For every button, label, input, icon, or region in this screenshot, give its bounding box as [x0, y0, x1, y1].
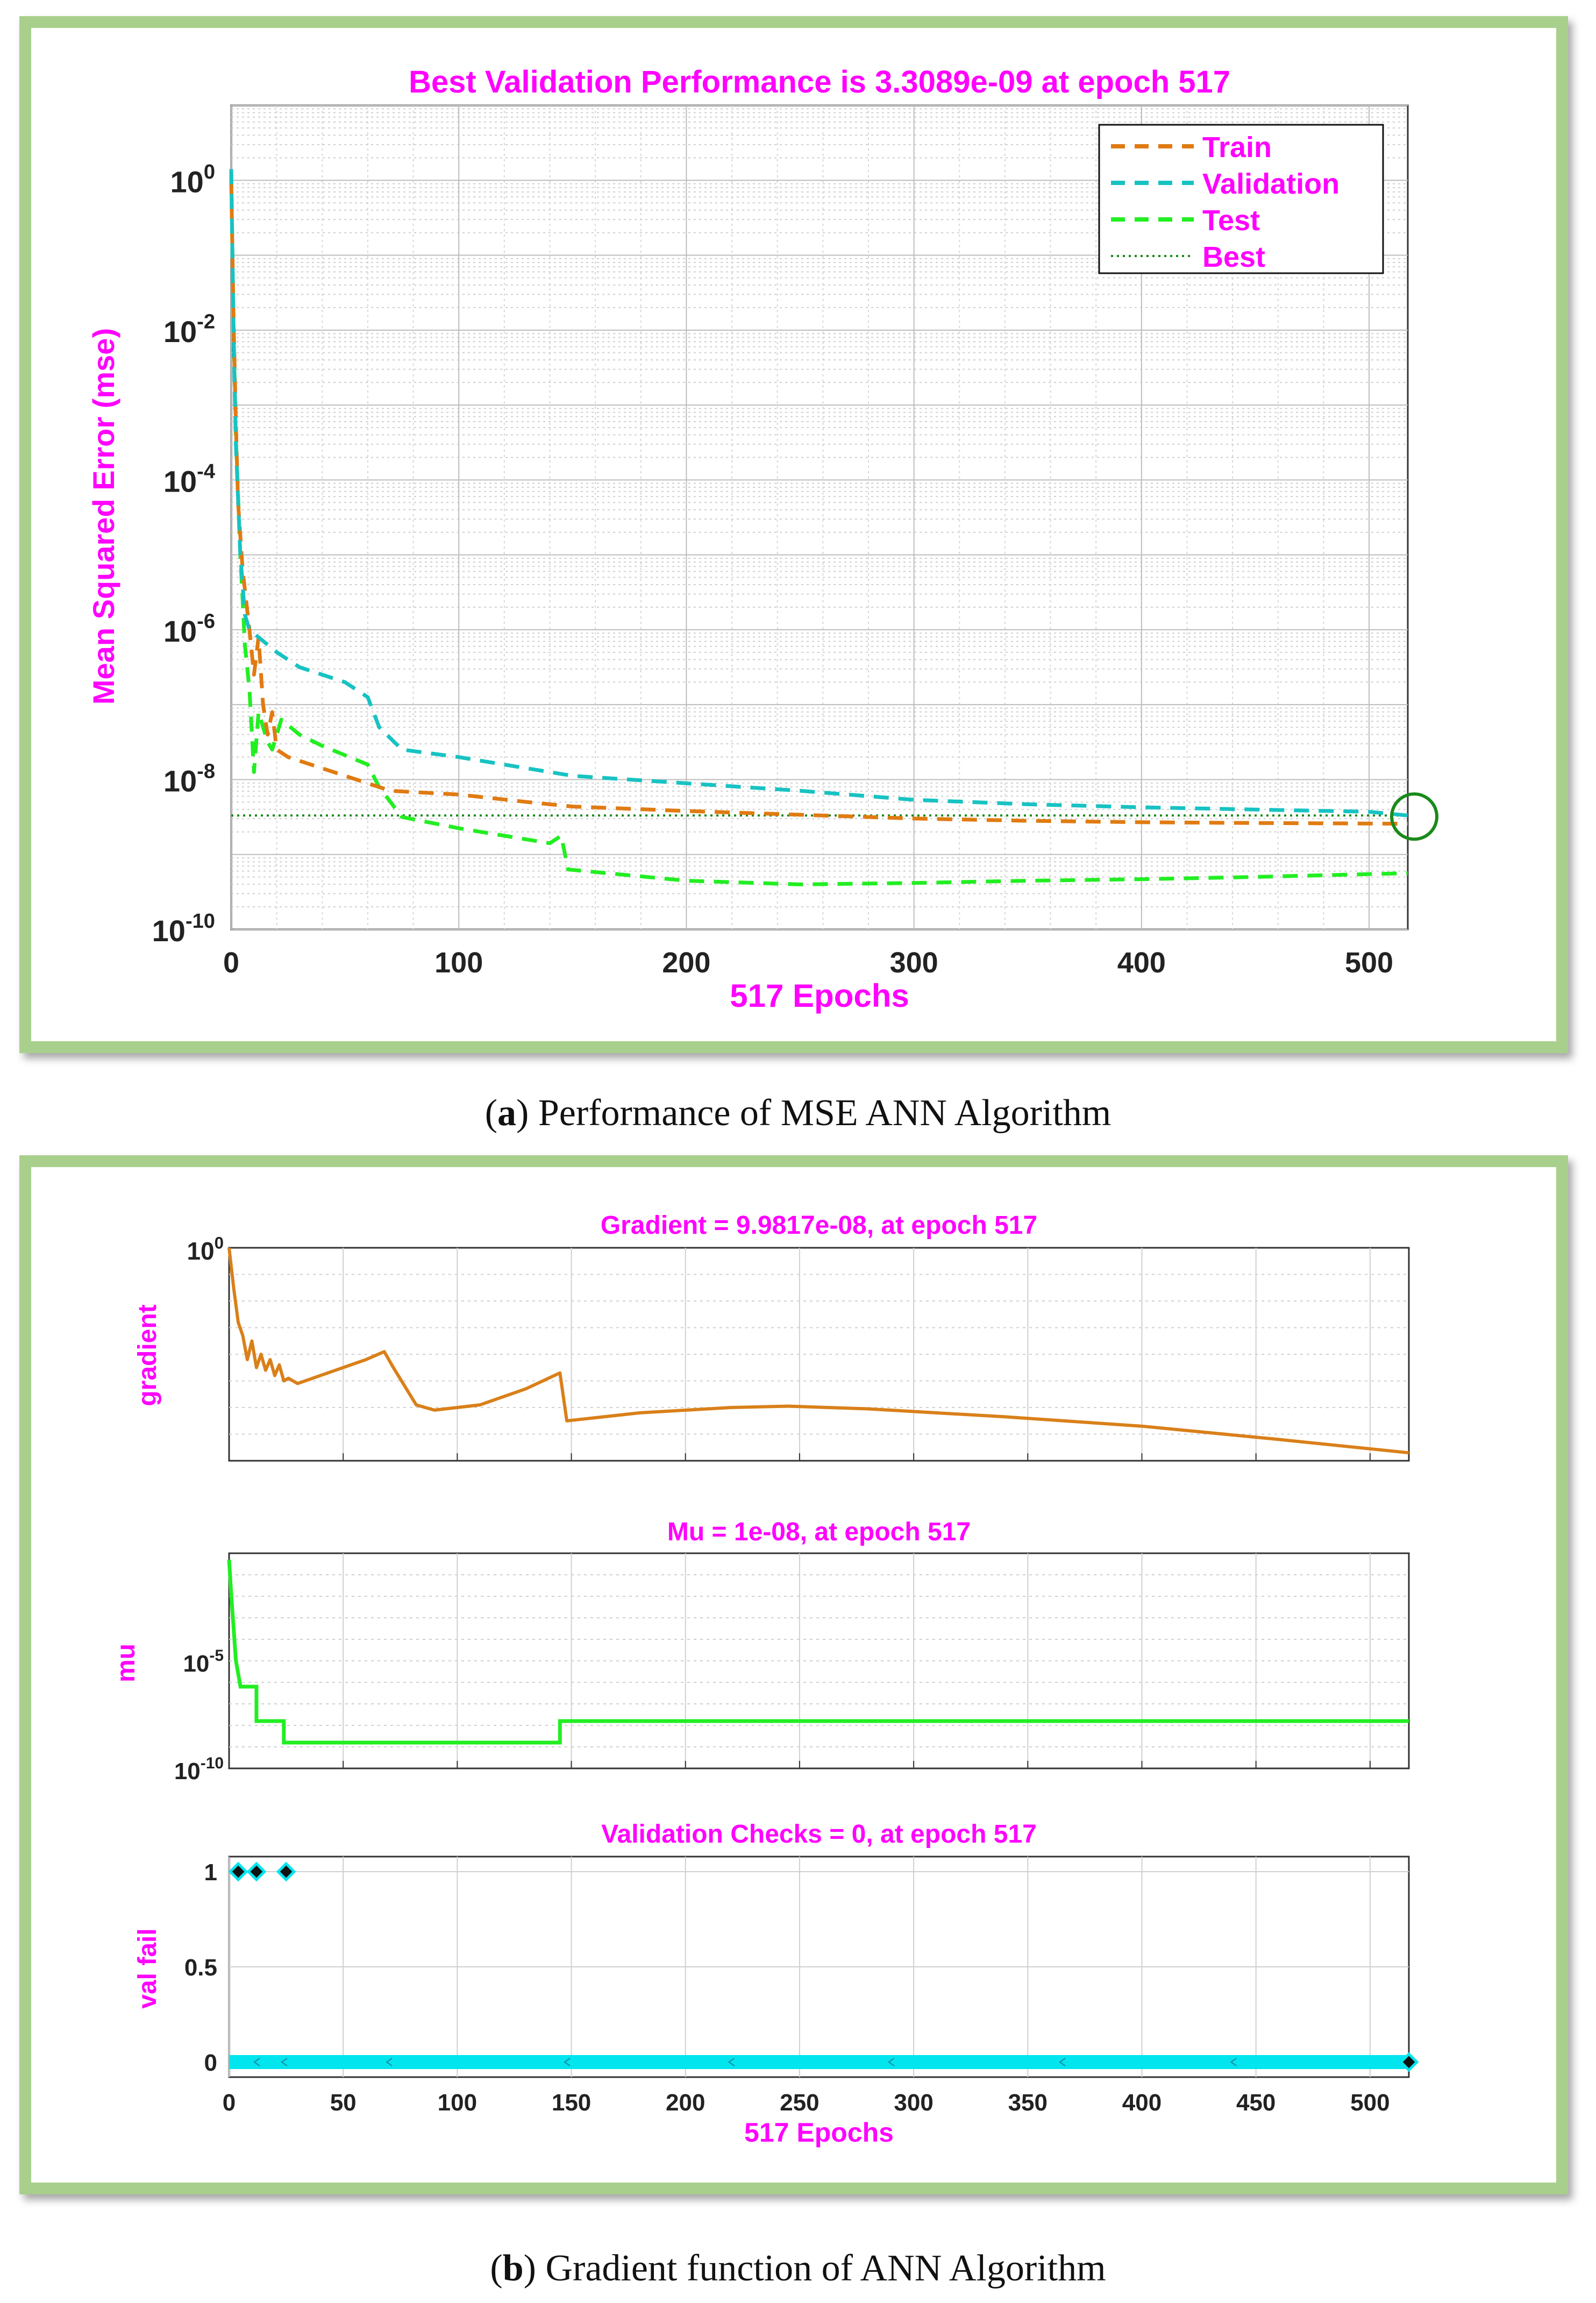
val-fail-point [1399, 2052, 1419, 2072]
y-tick-label: 10-4 [163, 460, 215, 498]
legend-box [1098, 124, 1384, 274]
legend-best-label: Best [1202, 241, 1265, 273]
validation-checks-x-label: 517 Epochs [744, 2117, 894, 2148]
x-tick-label: 450 [1236, 2089, 1276, 2116]
val-fail-y-tick: 0.5 [184, 1954, 217, 1981]
val-fail-chevron [1230, 2058, 1237, 2066]
val-fail-chevron [386, 2058, 393, 2066]
val-fail-point [246, 1861, 267, 1882]
val-fail-chevron [564, 2058, 571, 2066]
x-tick-label: 500 [1350, 2089, 1390, 2116]
validation-checks-chart: 0 0.5 1 0 50 100 150 200 250 300 350 400 450 500 Val… [133, 1820, 1419, 2148]
performance-legend: Train Validation Test Best [1098, 124, 1384, 274]
val-fail-point [276, 1861, 296, 1882]
validation-checks-title: Validation Checks = 0, at epoch 517 [601, 1820, 1037, 1849]
x-tick-label: 400 [1122, 2089, 1162, 2116]
performance-x-label: 517 Epochs [730, 978, 909, 1014]
mu-title: Mu = 1e-08, at epoch 517 [667, 1518, 971, 1546]
y-tick-label: 100 [170, 161, 215, 198]
val-fail-y-tick: 1 [204, 1859, 217, 1886]
y-tick-label: 10-8 [163, 760, 215, 798]
legend-train-label: Train [1202, 131, 1272, 164]
x-tick-label: 150 [552, 2089, 591, 2116]
series-validation-line [229, 169, 1408, 818]
mu-line [227, 1559, 1409, 1745]
performance-title: Best Validation Performance is 3.3089e-0… [409, 65, 1230, 99]
x-tick-label: 250 [780, 2089, 819, 2116]
mu-y-tick: 10-10 [174, 1754, 224, 1785]
x-tick-label: 200 [666, 2089, 705, 2116]
val-fail-point-core [1402, 2056, 1415, 2069]
y-tick-label: 10-10 [152, 910, 215, 948]
mu-y-label: mu [112, 1644, 140, 1682]
mu-chart: 10-5 10-10 Mu = 1e-08, at epoch 517 mu [112, 1518, 1410, 1785]
validation-checks-y-label: val fail [133, 1928, 162, 2008]
val-fail-chevron [1059, 2058, 1066, 2066]
performance-y-label: Mean Squared Error (mse) [87, 328, 120, 705]
gradient-chart: 100 Gradient = 9.9817e-08, at epoch 517 … [133, 1211, 1410, 1462]
val-fail-chevron [253, 2058, 260, 2066]
x-tick-label: 400 [1117, 947, 1166, 979]
gradient-y-tick: 100 [187, 1233, 224, 1265]
caption-a: (a) Performance of MSE ANN Algorithm [484, 1092, 1112, 1134]
caption-b-text: Gradient function of ANN Algorithm [545, 2248, 1106, 2289]
caption-a-letter: a [497, 1092, 517, 1134]
val-fail-chevron [728, 2058, 735, 2066]
val-fail-point-core [232, 1865, 245, 1878]
val-fail-y-tick: 0 [204, 2050, 217, 2076]
x-tick-label: 100 [438, 2089, 477, 2116]
x-tick-label: 350 [1008, 2089, 1048, 2116]
legend-test-label: Test [1202, 204, 1260, 237]
mu-y-tick: 10-5 [183, 1647, 224, 1677]
x-tick-label: 0 [223, 947, 239, 979]
x-tick-label: 50 [330, 2089, 357, 2116]
y-tick-label: 10-6 [163, 610, 215, 648]
x-tick-label: 100 [434, 947, 483, 979]
x-tick-label: 300 [894, 2089, 933, 2116]
gradient-title: Gradient = 9.9817e-08, at epoch 517 [601, 1211, 1037, 1240]
gradient-line [227, 1247, 1409, 1455]
gradient-y-label: gradient [133, 1304, 162, 1406]
series-train-line [229, 180, 1408, 826]
series-test-line [229, 173, 1408, 886]
caption-b-letter: b [502, 2248, 524, 2289]
val-fail-chevron [281, 2058, 288, 2066]
val-fail-point-core [280, 1865, 293, 1878]
legend-validation-label: Validation [1202, 168, 1340, 200]
best-epoch-marker [1390, 792, 1438, 841]
x-tick-label: 500 [1345, 947, 1393, 979]
caption-a-text: Performance of MSE ANN Algorithm [538, 1092, 1112, 1134]
x-tick-label: 300 [890, 947, 938, 979]
val-fail-chevron [887, 2058, 895, 2066]
y-tick-label: 10-2 [163, 311, 215, 349]
performance-chart: 100 10-2 10-4 10-6 10-8 10-10 0 100 200 300 400 50… [87, 65, 1438, 1014]
x-tick-label: 0 [223, 2089, 236, 2116]
caption-b: (b) Gradient function of ANN Algorithm [490, 2248, 1106, 2289]
val-fail-point [228, 1861, 248, 1882]
x-tick-label: 200 [662, 947, 710, 979]
val-fail-point-core [250, 1865, 263, 1878]
